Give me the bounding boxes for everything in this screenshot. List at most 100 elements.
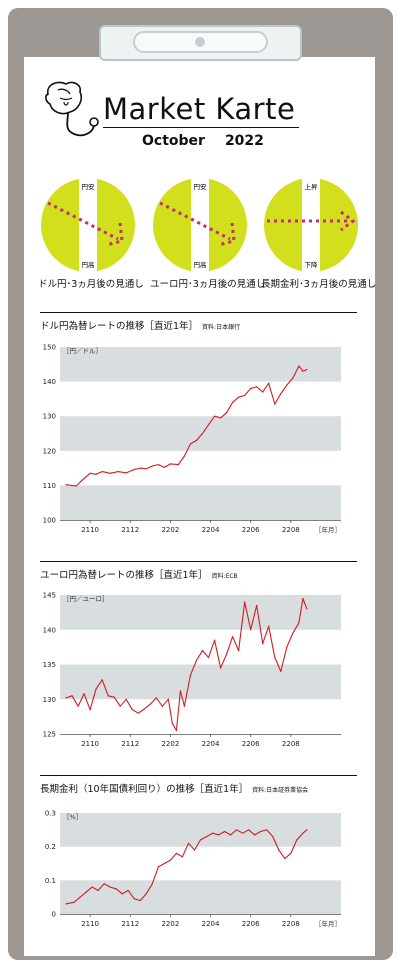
y-tick-label: 0.3 (45, 810, 56, 818)
chart-title-text: 長期金利（10年国債利回り）の推移［直近1年］ (40, 784, 249, 795)
x-tick-label: 2204 (202, 740, 220, 748)
y-unit-label: ［円／ユーロ］ (63, 595, 109, 603)
data-point (119, 705, 121, 707)
data-point (298, 622, 300, 624)
data-point (213, 639, 216, 641)
rates-chart: 0 0.1 0.2 0.3 ［%］ 2110 2112 2202 2204 2206 2208 ［年月… (45, 810, 341, 928)
data-point (91, 886, 93, 888)
indicator-bottom-label: 円高 (82, 260, 96, 269)
data-point (302, 832, 304, 834)
data-point (306, 829, 308, 831)
data-point (131, 709, 133, 711)
data-point (71, 695, 73, 697)
data-point (306, 608, 308, 610)
data-point (65, 903, 67, 905)
data-point (225, 653, 228, 655)
chart-source: 資料:日本銀行 (202, 324, 241, 331)
data-point (199, 839, 202, 841)
chart-source: 資料:日本証券業協会 (252, 787, 309, 794)
data-point (143, 708, 145, 710)
data-point (207, 656, 210, 659)
x-tick-label: 2110 (81, 920, 99, 928)
indicator-caption: 長期金利･3ヵ月後の見通し (261, 279, 377, 290)
data-point (302, 597, 304, 600)
data-point (81, 479, 83, 481)
data-point (232, 636, 234, 638)
data-point (217, 834, 220, 836)
chart-title-text: ドル円為替レートの推移［直近1年］ (40, 321, 199, 332)
brand-title: Market Karte (103, 92, 296, 126)
data-point (101, 679, 103, 681)
data-point (195, 659, 198, 661)
data-point (107, 695, 109, 697)
y-tick-label: 140 (43, 378, 56, 386)
x-tick-label: 2206 (242, 526, 260, 534)
data-point (268, 382, 270, 384)
y-tick-label: 0.2 (45, 843, 56, 851)
data-point (292, 632, 294, 634)
section-rule (40, 312, 357, 313)
indicator-caption: ドル円･3ヵ月後の見通し (38, 279, 144, 290)
data-point (302, 370, 304, 372)
chart-title-rates: 長期金利（10年国債利回り）の推移［直近1年］ 資料:日本証券業協会 (40, 781, 308, 795)
indicator-bottom-label: 円高 (194, 260, 208, 269)
data-point (189, 674, 192, 676)
y-tick-label: 150 (43, 344, 56, 352)
data-point (266, 829, 268, 831)
data-point (137, 712, 139, 714)
x-tick-label: 2208 (282, 920, 300, 928)
data-point (109, 472, 111, 474)
data-point (175, 729, 178, 732)
data-point (169, 859, 171, 861)
data-point (139, 899, 141, 902)
indicator-top-label: 円安 (82, 182, 96, 191)
x-tick-label: 2112 (121, 920, 139, 928)
data-point (284, 857, 286, 860)
chart-title-eurjpy: ユーロ円為替レートの推移［直近1年］ 資料:ECB (40, 567, 238, 581)
data-point (250, 629, 252, 631)
data-point (127, 889, 129, 892)
data-point (133, 468, 135, 471)
data-point (75, 485, 77, 487)
x-tick-label: 2202 (161, 740, 179, 748)
data-point (262, 643, 264, 645)
indicator-caption: ユーロ円･3ヵ月後の見通し (150, 279, 266, 290)
data-point (125, 698, 127, 700)
data-point (236, 829, 238, 831)
data-point (133, 898, 135, 900)
data-point (195, 439, 198, 442)
issue-year: 2022 (224, 133, 264, 149)
data-point (167, 698, 169, 700)
data-point (248, 829, 250, 831)
clipboard-clip (99, 25, 302, 61)
data-point (230, 834, 232, 836)
data-point (83, 693, 85, 695)
data-point (179, 690, 182, 692)
section-rule (40, 561, 357, 562)
y-unit-label: ［%］ (63, 813, 82, 821)
data-point (95, 473, 97, 475)
data-point (73, 901, 75, 903)
x-tick-label: 2112 (121, 740, 139, 748)
y-tick-label: 110 (43, 482, 56, 490)
eurjpy-chart: 125 130 135 140 145 ［円／ユーロ］ 2110 2112 2202 2204 22… (43, 592, 341, 748)
y-tick-label: 130 (43, 696, 56, 704)
x-tick-label: 2110 (81, 526, 99, 534)
data-point (207, 424, 210, 426)
x-tick-label: 2206 (242, 740, 260, 748)
x-tick-label: 2110 (81, 740, 99, 748)
indicator-top-label: 円安 (194, 182, 208, 191)
data-point (183, 705, 186, 707)
grid-band (60, 595, 341, 630)
x-tick-label: 2112 (121, 526, 139, 534)
data-point (155, 697, 157, 699)
data-point (169, 463, 171, 465)
indicator-bottom-label: 下降 (305, 260, 319, 269)
data-point (213, 415, 216, 417)
data-point (117, 470, 119, 473)
data-point (274, 403, 276, 405)
data-point (232, 401, 234, 403)
data-point (201, 432, 204, 435)
data-point (286, 646, 288, 648)
data-point (286, 384, 288, 386)
